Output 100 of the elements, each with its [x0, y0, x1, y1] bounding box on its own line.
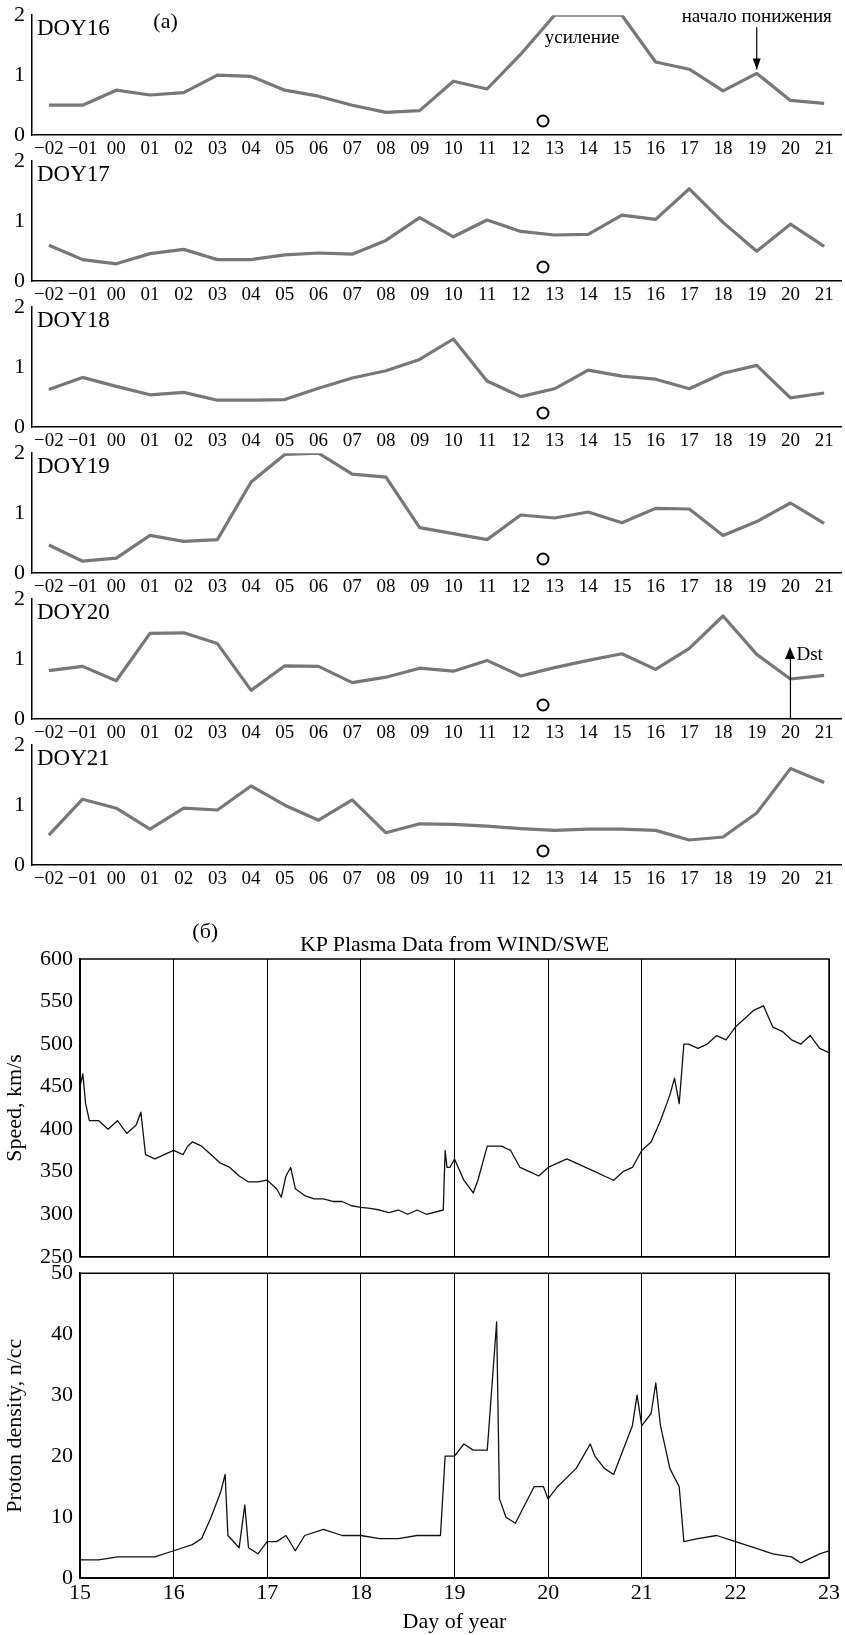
x-tick-label: 02: [174, 866, 194, 888]
x-tick-label: 16: [646, 574, 666, 596]
chart-title: KP Plasma Data from WIND/SWE: [299, 930, 610, 956]
x-tick-label: 05: [275, 866, 295, 888]
x-tick-label: 18: [713, 428, 733, 450]
x-tick-label: 19: [443, 1579, 466, 1605]
x-tick-label: 10: [443, 720, 463, 742]
x-tick-label: 20: [780, 720, 800, 742]
y-tick-label: 0: [14, 704, 25, 730]
x-axis-title: Day of year: [402, 1607, 508, 1633]
x-tick-label: 18: [713, 866, 733, 888]
x-tick-label: 14: [578, 866, 599, 888]
x-tick-label: 03: [207, 866, 227, 888]
x-tick-label: 06: [309, 428, 329, 450]
x-tick-label: 01: [140, 866, 160, 888]
x-tick-label: 07: [342, 574, 362, 596]
x-tick-label: 04: [241, 428, 262, 450]
y-tick-label: 20: [51, 1441, 73, 1467]
x-tick-label: 15: [612, 720, 632, 742]
x-tick-label: 13: [544, 428, 564, 450]
x-tick-label: 09: [410, 574, 430, 596]
x-tick-label: 11: [477, 428, 497, 450]
x-tick-label: 04: [241, 574, 262, 596]
x-tick-label: 11: [477, 720, 497, 742]
x-tick-label: 17: [679, 720, 699, 742]
x-tick-label: 03: [207, 282, 227, 304]
y-tick-label: 10: [51, 1502, 73, 1528]
annotation: начало понижения: [681, 5, 833, 27]
x-tick-label: 18: [713, 282, 733, 304]
x-tick-label: 19: [747, 282, 767, 304]
x-tick-label: −01: [67, 574, 98, 596]
x-tick-label: 00: [106, 136, 126, 158]
x-tick-label: 07: [342, 866, 362, 888]
x-tick-label: 05: [275, 574, 295, 596]
y-tick-label: 1: [14, 498, 25, 524]
x-tick-label: −02: [33, 574, 64, 596]
x-tick-label: 00: [106, 428, 126, 450]
x-tick-label: 17: [679, 574, 699, 596]
x-tick-label: 16: [646, 282, 666, 304]
x-tick-label: 16: [646, 428, 666, 450]
x-tick-label: 13: [544, 866, 564, 888]
x-tick-label: 12: [511, 282, 531, 304]
y-tick-label: 400: [40, 1114, 73, 1140]
x-tick-label: 21: [814, 282, 834, 304]
x-tick-label: 11: [477, 866, 497, 888]
x-tick-label: 14: [578, 136, 599, 158]
x-tick-label: 12: [511, 720, 531, 742]
chart-title: DOY20: [37, 599, 110, 625]
y-tick-label: 300: [40, 1200, 73, 1226]
x-tick-label: 04: [241, 282, 262, 304]
y-axis-title: Proton density, n/cc: [0, 1338, 26, 1513]
x-tick-label: 02: [174, 428, 194, 450]
x-tick-label: 14: [578, 282, 599, 304]
x-tick-label: 16: [162, 1579, 185, 1605]
x-tick-label: 03: [207, 720, 227, 742]
y-tick-label: 0: [14, 412, 25, 438]
y-tick-label: 1: [14, 206, 25, 232]
y-tick-label: 1: [14, 644, 25, 670]
chart-title: DOY18: [37, 307, 110, 333]
x-tick-label: 16: [646, 866, 666, 888]
x-tick-label: 05: [275, 282, 295, 304]
x-tick-label: 05: [275, 136, 295, 158]
x-tick-label: 06: [309, 574, 329, 596]
x-tick-label: 08: [376, 428, 396, 450]
x-tick-label: 15: [612, 282, 632, 304]
y-tick-label: 1: [14, 790, 25, 816]
x-tick-label: 20: [780, 866, 800, 888]
x-tick-label: 06: [309, 282, 329, 304]
x-tick-label: 14: [578, 428, 599, 450]
x-tick-label: 01: [140, 282, 160, 304]
x-tick-label: 11: [477, 136, 497, 158]
x-tick-label: 15: [612, 428, 632, 450]
x-tick-label: 08: [376, 136, 396, 158]
x-tick-label: 17: [679, 136, 699, 158]
chart-title: DOY16: [37, 15, 110, 41]
y-tick-label: 30: [51, 1380, 73, 1406]
text: (б): [192, 917, 219, 943]
x-tick-label: 13: [544, 282, 564, 304]
x-tick-label: 13: [544, 574, 564, 596]
x-tick-label: 19: [747, 428, 767, 450]
x-tick-label: 00: [106, 720, 126, 742]
y-tick-label: 40: [51, 1319, 73, 1345]
x-tick-label: 10: [443, 574, 463, 596]
x-tick-label: 13: [544, 720, 564, 742]
y-tick-label: 0: [14, 120, 25, 146]
x-tick-label: 20: [537, 1579, 560, 1605]
y-tick-label: 2: [14, 146, 25, 172]
x-tick-label: 05: [275, 428, 295, 450]
x-tick-label: 18: [349, 1579, 372, 1605]
x-tick-label: 02: [174, 720, 194, 742]
x-tick-label: 06: [309, 136, 329, 158]
ref-line-label: Dst: [796, 643, 824, 665]
y-tick-label: 2: [14, 292, 25, 318]
x-tick-label: 17: [256, 1579, 279, 1605]
x-tick-label: −01: [67, 282, 98, 304]
x-tick-label: 13: [544, 136, 564, 158]
x-tick-label: 15: [612, 574, 632, 596]
x-tick-label: 09: [410, 282, 430, 304]
x-tick-label: 21: [814, 428, 834, 450]
x-tick-label: 02: [174, 574, 194, 596]
